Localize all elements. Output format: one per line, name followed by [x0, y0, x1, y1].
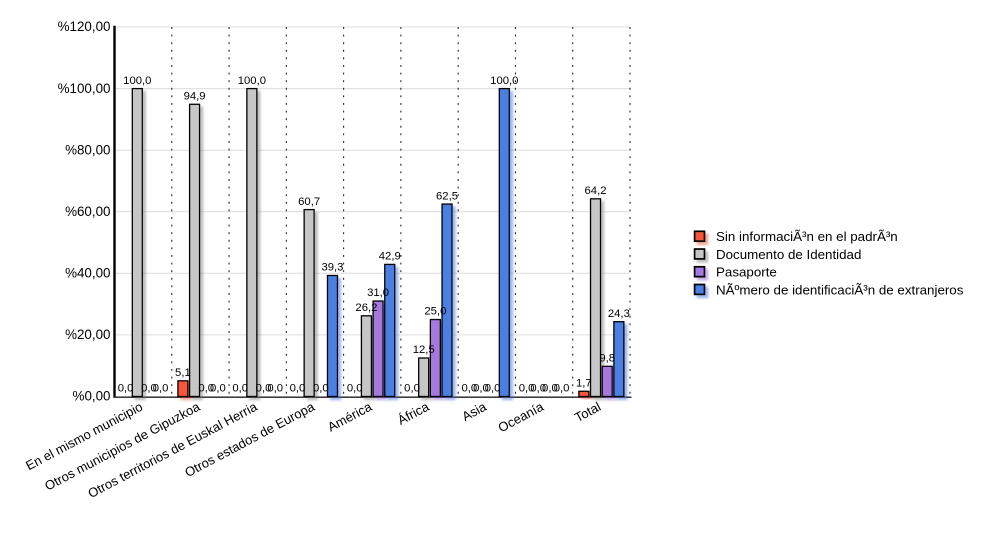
svg-text:0,0: 0,0 — [554, 383, 570, 395]
svg-text:%20,00: %20,00 — [65, 327, 110, 342]
svg-text:0,0: 0,0 — [485, 383, 501, 395]
svg-text:0,0: 0,0 — [313, 383, 329, 395]
svg-text:0,0: 0,0 — [141, 383, 157, 395]
svg-text:0,0: 0,0 — [232, 383, 248, 395]
svg-text:9,8: 9,8 — [599, 353, 615, 365]
svg-text:0,0: 0,0 — [290, 383, 306, 395]
svg-text:0,0: 0,0 — [198, 383, 214, 395]
svg-text:5,1: 5,1 — [175, 367, 191, 379]
svg-text:25,0: 25,0 — [424, 306, 446, 318]
svg-text:0,0: 0,0 — [118, 383, 134, 395]
svg-text:100,0: 100,0 — [490, 75, 518, 87]
svg-text:0,0: 0,0 — [542, 383, 558, 395]
svg-text:100,0: 100,0 — [123, 75, 151, 87]
svg-text:%60,00: %60,00 — [65, 204, 110, 219]
svg-text:62,5: 62,5 — [436, 190, 458, 202]
svg-text:0,0: 0,0 — [404, 383, 420, 395]
svg-text:0,0: 0,0 — [347, 383, 363, 395]
svg-text:64,2: 64,2 — [585, 185, 607, 197]
svg-text:%40,00: %40,00 — [65, 266, 110, 281]
svg-text:12,5: 12,5 — [413, 344, 435, 356]
svg-text:0,0: 0,0 — [153, 383, 169, 395]
svg-text:Documento de Identidad: Documento de Identidad — [716, 247, 861, 262]
svg-text:Sin informaciÃ³n en el padrÃ³n: Sin informaciÃ³n en el padrÃ³n — [716, 229, 898, 244]
svg-text:0,0: 0,0 — [267, 383, 283, 395]
svg-text:0,0: 0,0 — [210, 383, 226, 395]
svg-text:%0,00: %0,00 — [73, 389, 111, 404]
svg-text:0,0: 0,0 — [473, 383, 489, 395]
svg-text:24,3: 24,3 — [608, 308, 630, 320]
svg-text:42,9: 42,9 — [379, 251, 401, 263]
svg-text:0,0: 0,0 — [519, 383, 535, 395]
svg-text:%120,00: %120,00 — [58, 19, 111, 34]
svg-text:Pasaporte: Pasaporte — [716, 265, 777, 280]
svg-text:%80,00: %80,00 — [65, 142, 110, 157]
svg-text:%100,00: %100,00 — [58, 81, 111, 96]
svg-text:NÃºmero de identificaciÃ³n de: NÃºmero de identificaciÃ³n de extranjero… — [716, 282, 964, 297]
svg-text:0,0: 0,0 — [256, 383, 272, 395]
svg-text:0,0: 0,0 — [461, 383, 477, 395]
svg-text:0,0: 0,0 — [530, 383, 546, 395]
svg-text:39,3: 39,3 — [321, 262, 343, 274]
svg-text:26,2: 26,2 — [355, 302, 377, 314]
svg-text:60,7: 60,7 — [298, 196, 320, 208]
svg-text:94,9: 94,9 — [184, 90, 206, 102]
svg-text:100,0: 100,0 — [238, 75, 266, 87]
svg-text:1,7: 1,7 — [576, 377, 592, 389]
svg-text:31,0: 31,0 — [367, 287, 389, 299]
